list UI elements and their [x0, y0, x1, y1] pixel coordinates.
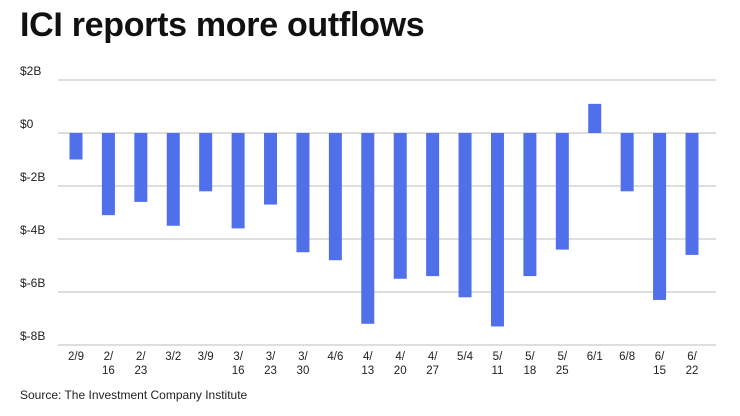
y-tick-label: $-4B [20, 223, 45, 237]
gridlines [58, 79, 716, 346]
x-tick-label-line: 3/ [298, 351, 308, 363]
x-tick-label-line: 23 [264, 365, 277, 377]
bar [685, 133, 699, 255]
x-tick-label-line: 6/ [655, 351, 665, 363]
x-tick-label: 6/8 [619, 351, 635, 363]
x-tick-label-line: 5/4 [457, 351, 474, 363]
x-tick-label: 4/6 [327, 351, 343, 363]
bar [101, 133, 115, 216]
bar [555, 133, 569, 250]
x-tick-label: 6/22 [686, 351, 699, 377]
bar [296, 133, 310, 253]
y-tick-label: $0 [20, 117, 34, 131]
x-tick-label-line: 4/6 [327, 351, 343, 363]
x-tick-label-line: 18 [523, 365, 536, 377]
bar [490, 133, 504, 327]
x-tick-label: 5/4 [457, 351, 474, 363]
x-tick-label-line: 22 [686, 365, 699, 377]
x-tick-label-line: 3/ [233, 351, 243, 363]
bar [653, 133, 667, 300]
x-tick-label: 4/27 [426, 351, 439, 377]
x-tick-label: 2/9 [68, 351, 84, 363]
x-tick-label: 3/2 [165, 351, 181, 363]
bar [588, 103, 602, 133]
x-tick-label-line: 3/9 [198, 351, 214, 363]
y-tick-label: $2B [20, 64, 41, 78]
x-tick-label-line: 16 [102, 365, 115, 377]
x-tick-label-line: 5/ [558, 351, 568, 363]
bar [264, 133, 278, 205]
bar [361, 133, 375, 324]
x-tick-label-line: 4/ [428, 351, 438, 363]
y-axis-ticks: $2B $0 $-2B $-4B $-6B $-8B [20, 64, 45, 343]
x-tick-label-line: 23 [134, 365, 147, 377]
x-tick-label-line: 4/ [395, 351, 405, 363]
x-tick-label: 4/20 [394, 351, 407, 377]
x-tick-label-line: 5/ [525, 351, 535, 363]
x-tick-label-line: 16 [232, 365, 245, 377]
x-tick-label-line: 2/9 [68, 351, 84, 363]
x-tick-label: 6/1 [587, 351, 603, 363]
x-tick-label-line: 2/ [136, 351, 146, 363]
x-tick-label-line: 25 [556, 365, 569, 377]
bar [458, 133, 472, 298]
bar [393, 133, 407, 279]
y-tick-label: $-6B [20, 276, 45, 290]
bar [426, 133, 440, 277]
bar [134, 133, 148, 202]
x-tick-label-line: 6/8 [619, 351, 635, 363]
x-tick-label: 3/23 [264, 351, 277, 377]
x-tick-label-line: 20 [394, 365, 407, 377]
x-tick-label: 3/9 [198, 351, 214, 363]
x-tick-label: 5/18 [523, 351, 536, 377]
x-tick-label-line: 3/2 [165, 351, 181, 363]
x-tick-label: 3/30 [297, 351, 310, 377]
x-tick-label: 3/16 [232, 351, 245, 377]
x-tick-label: 5/11 [491, 351, 503, 377]
x-tick-label-line: 4/ [363, 351, 373, 363]
bar [620, 133, 634, 192]
x-tick-label: 6/15 [653, 351, 666, 377]
x-tick-label: 4/13 [361, 351, 374, 377]
bars [69, 103, 699, 327]
x-tick-label-line: 5/ [493, 351, 503, 363]
chart-title: ICI reports more outflows [20, 6, 425, 44]
y-tick-label: $-8B [20, 329, 45, 343]
x-tick-label-line: 15 [653, 365, 666, 377]
x-axis-ticks: 2/9 2/162/233/2 3/9 3/163/233/304/6 4/134/20… [68, 351, 698, 377]
x-tick-label-line: 30 [297, 365, 310, 377]
bar [328, 133, 342, 261]
x-tick-label: 2/16 [102, 351, 115, 377]
x-tick-label: 5/25 [556, 351, 569, 377]
x-tick-label-line: 13 [361, 365, 374, 377]
x-tick-label: 2/23 [134, 351, 147, 377]
x-tick-label-line: 27 [426, 365, 439, 377]
source-note: Source: The Investment Company Institute [20, 388, 248, 402]
bar [199, 133, 213, 192]
x-tick-label-line: 11 [491, 365, 503, 377]
bar [69, 133, 83, 160]
x-tick-label-line: 3/ [266, 351, 276, 363]
x-tick-label-line: 6/1 [587, 351, 603, 363]
x-tick-label-line: 2/ [104, 351, 114, 363]
bar [166, 133, 180, 226]
bar [523, 133, 537, 277]
x-tick-label-line: 6/ [687, 351, 697, 363]
bar [231, 133, 245, 229]
y-tick-label: $-2B [20, 170, 45, 184]
